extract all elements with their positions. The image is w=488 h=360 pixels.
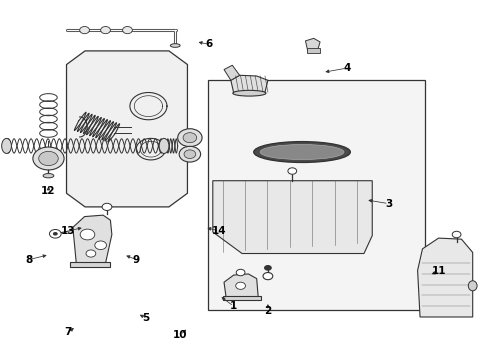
- Polygon shape: [73, 215, 112, 263]
- Text: 8: 8: [25, 255, 33, 265]
- Circle shape: [53, 232, 58, 235]
- Circle shape: [39, 151, 58, 166]
- Polygon shape: [305, 39, 320, 51]
- Text: 1: 1: [230, 301, 237, 311]
- Circle shape: [235, 282, 245, 289]
- Polygon shape: [212, 181, 371, 253]
- FancyBboxPatch shape: [70, 262, 110, 267]
- Text: 9: 9: [132, 255, 140, 265]
- Circle shape: [183, 133, 196, 143]
- Circle shape: [101, 27, 110, 34]
- Circle shape: [86, 250, 96, 257]
- Circle shape: [236, 269, 244, 276]
- Ellipse shape: [468, 281, 476, 291]
- Text: 5: 5: [142, 313, 149, 323]
- Ellipse shape: [232, 90, 265, 96]
- Circle shape: [49, 229, 61, 238]
- Circle shape: [287, 168, 296, 174]
- Circle shape: [264, 265, 271, 271]
- FancyBboxPatch shape: [207, 80, 424, 310]
- Circle shape: [122, 27, 132, 34]
- Ellipse shape: [170, 44, 180, 47]
- Polygon shape: [417, 238, 472, 317]
- Circle shape: [95, 241, 106, 249]
- Circle shape: [451, 231, 460, 238]
- Text: 3: 3: [385, 199, 392, 209]
- Ellipse shape: [253, 141, 349, 162]
- FancyBboxPatch shape: [222, 296, 260, 300]
- Text: 14: 14: [211, 226, 226, 236]
- Text: 6: 6: [205, 40, 213, 49]
- Text: 10: 10: [173, 330, 187, 340]
- Polygon shape: [66, 51, 187, 207]
- Circle shape: [80, 229, 95, 240]
- Ellipse shape: [260, 144, 343, 159]
- Ellipse shape: [159, 138, 168, 153]
- FancyBboxPatch shape: [306, 48, 319, 53]
- Text: 2: 2: [264, 306, 271, 316]
- Circle shape: [33, 147, 64, 170]
- Polygon shape: [224, 274, 258, 297]
- Circle shape: [80, 27, 89, 34]
- Circle shape: [177, 129, 202, 147]
- Text: 13: 13: [61, 226, 75, 236]
- Polygon shape: [230, 75, 267, 93]
- Circle shape: [179, 146, 200, 162]
- Ellipse shape: [1, 138, 11, 153]
- Text: 4: 4: [343, 63, 350, 73]
- Circle shape: [183, 150, 195, 158]
- Circle shape: [102, 203, 112, 211]
- Text: 12: 12: [41, 186, 56, 197]
- Polygon shape: [224, 65, 239, 80]
- Circle shape: [263, 273, 272, 280]
- Text: 7: 7: [64, 327, 72, 337]
- Text: 11: 11: [430, 266, 445, 276]
- Ellipse shape: [43, 174, 54, 178]
